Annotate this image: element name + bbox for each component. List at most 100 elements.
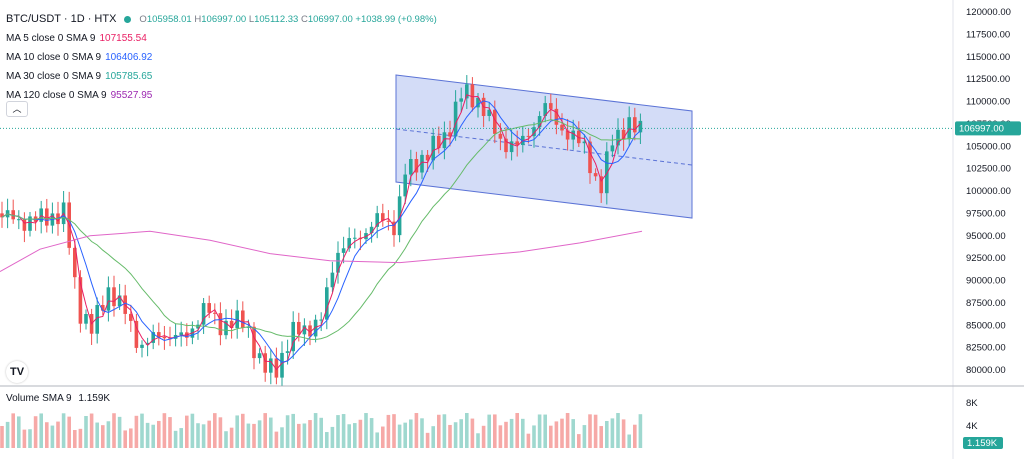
candle-body bbox=[605, 151, 609, 194]
volume-bar bbox=[235, 415, 239, 448]
volume-bar bbox=[353, 423, 357, 448]
volume-bar bbox=[465, 413, 469, 448]
volume-bar bbox=[241, 413, 245, 448]
volume-bar bbox=[358, 419, 363, 448]
indicator-ma120[interactable]: MA 120 close 0 SMA 9 95527.95 bbox=[6, 90, 153, 101]
volume-bar bbox=[45, 422, 49, 448]
candle-body bbox=[274, 358, 279, 378]
volume-bar bbox=[229, 427, 234, 448]
last-price-badge bbox=[955, 121, 1021, 136]
collapse-legend-button[interactable]: ︿ bbox=[6, 101, 28, 117]
candle-body bbox=[313, 319, 318, 337]
volume-bar bbox=[481, 425, 486, 448]
ma10-line bbox=[1, 100, 641, 363]
candle-body bbox=[465, 84, 469, 99]
symbol-title[interactable]: BTC/USDT · 1D · HTX bbox=[6, 13, 117, 25]
volume-bar bbox=[493, 414, 497, 448]
volume-bar bbox=[67, 416, 71, 448]
candle-body bbox=[397, 196, 402, 236]
candle-body bbox=[431, 135, 435, 161]
market-status-icon bbox=[124, 16, 132, 23]
volume-legend[interactable]: Volume SMA 9 1.159K bbox=[6, 393, 111, 404]
candle-body bbox=[549, 103, 553, 109]
volume-bar bbox=[336, 415, 340, 448]
volume-bar bbox=[168, 417, 172, 448]
candle-body bbox=[437, 135, 441, 149]
candle-body bbox=[112, 287, 116, 307]
candle-body bbox=[543, 103, 547, 117]
volume-bar bbox=[56, 421, 60, 448]
volume-bar bbox=[263, 413, 267, 448]
candle-body bbox=[560, 124, 564, 131]
volume-bar bbox=[22, 429, 27, 448]
volume-bar bbox=[515, 413, 519, 448]
candle-body bbox=[341, 248, 346, 253]
candle-body bbox=[134, 320, 139, 348]
volume-bar bbox=[50, 425, 55, 448]
candle-body bbox=[241, 310, 245, 328]
volume-bar bbox=[560, 418, 564, 448]
volume-bar bbox=[5, 421, 10, 448]
volume-bar bbox=[554, 421, 559, 448]
indicator-ma30[interactable]: MA 30 close 0 SMA 9 105785.65 bbox=[6, 71, 153, 82]
volume-bar bbox=[101, 425, 105, 448]
volume-bar bbox=[593, 414, 598, 448]
volume-bar bbox=[420, 418, 424, 448]
volume-bar bbox=[403, 422, 407, 448]
volume-bar bbox=[297, 423, 301, 448]
volume-bar bbox=[73, 430, 77, 448]
candle-body bbox=[392, 221, 396, 236]
volume-bar bbox=[280, 427, 284, 448]
volume-bar bbox=[498, 425, 503, 448]
volume-bar bbox=[117, 416, 122, 448]
candle-body bbox=[476, 97, 480, 108]
close-value: 106997.00 bbox=[307, 14, 353, 25]
candle-body bbox=[369, 226, 374, 234]
candle-body bbox=[504, 138, 508, 153]
volume-bar bbox=[302, 423, 307, 448]
volume-bar bbox=[627, 434, 631, 448]
change-value: +1038.99 (+0.98%) bbox=[355, 14, 437, 25]
volume-bar bbox=[224, 431, 228, 448]
indicator-ma5[interactable]: MA 5 close 0 SMA 9 107155.54 bbox=[6, 33, 147, 44]
candle-body bbox=[414, 159, 419, 173]
volume-bar bbox=[409, 419, 413, 448]
ma30-line bbox=[1, 119, 641, 341]
volume-bar bbox=[257, 420, 262, 448]
volume-bar bbox=[218, 417, 223, 448]
ma120-line bbox=[0, 230, 643, 273]
candle-body bbox=[17, 219, 21, 221]
price-tick-label: 112500.00 bbox=[966, 74, 1010, 85]
chevron-up-icon: ︿ bbox=[12, 104, 22, 114]
candle-body bbox=[381, 213, 385, 221]
candle-body bbox=[627, 117, 631, 140]
candle-body bbox=[224, 320, 228, 336]
volume-bar bbox=[341, 414, 346, 448]
volume-bar bbox=[330, 426, 335, 448]
volume-bar bbox=[414, 413, 419, 448]
volume-bar bbox=[11, 413, 15, 448]
volume-bar bbox=[537, 414, 542, 448]
volume-bar bbox=[285, 415, 290, 448]
tradingview-logo[interactable]: TV bbox=[6, 361, 28, 383]
candle-body bbox=[84, 314, 88, 324]
candle-body bbox=[577, 130, 581, 144]
volume-bar bbox=[470, 418, 475, 448]
volume-bar bbox=[599, 426, 603, 448]
indicator-ma10[interactable]: MA 10 close 0 SMA 9 106406.92 bbox=[6, 52, 153, 63]
candle-body bbox=[336, 252, 340, 273]
volume-bar bbox=[179, 428, 183, 448]
volume-bar bbox=[610, 418, 615, 448]
volume-bar bbox=[185, 415, 189, 448]
volume-bar bbox=[213, 413, 217, 448]
volume-bar bbox=[17, 416, 21, 448]
candle-body bbox=[532, 127, 536, 137]
volume-bar bbox=[582, 425, 587, 448]
candle-body bbox=[280, 352, 284, 378]
candle-body bbox=[145, 342, 150, 345]
price-tick-label: 97500.00 bbox=[966, 208, 1006, 219]
chart-legend: BTC/USDT · 1D · HTX O105958.01 H106997.0… bbox=[6, 13, 437, 108]
high-value: 106997.00 bbox=[201, 14, 247, 25]
